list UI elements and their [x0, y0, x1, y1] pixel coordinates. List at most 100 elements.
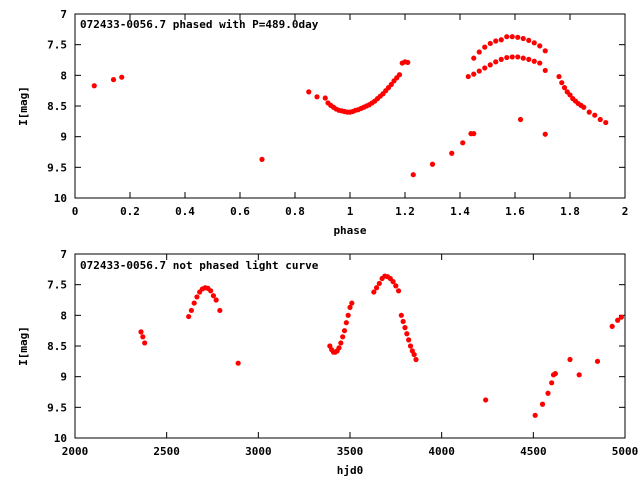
unphased-data-points: [138, 273, 624, 418]
unphased-y-tick-label: 9.5: [47, 401, 67, 414]
phased-data-point: [388, 81, 394, 88]
unphased-plot-frame: [74, 253, 626, 439]
unphased-data-point: [395, 288, 402, 294]
unphased-y-axis-label: I[mag]: [17, 326, 30, 366]
unphased-data-point: [213, 297, 219, 303]
phased-x-tick-label: 1.2: [395, 205, 415, 218]
unphased-data-point: [411, 351, 417, 358]
phased-x-axis-label: phase: [333, 224, 366, 237]
unphased-data-point: [615, 317, 621, 323]
phased-data-points: [91, 34, 609, 178]
phased-data-point: [504, 54, 510, 61]
phased-data-point: [471, 131, 477, 137]
unphased-data-point: [340, 334, 346, 340]
unphased-x-axis-label: hjd0: [337, 464, 364, 477]
unphased-data-point: [217, 307, 223, 314]
unphased-data-point: [138, 329, 144, 335]
phased-data-point: [561, 85, 568, 91]
phased-data-point: [322, 95, 328, 101]
phased-data-point: [509, 34, 515, 40]
unphased-data-point: [371, 289, 377, 295]
unphased-y-tick-label: 8: [60, 309, 67, 322]
phased-x-tick-label: 0: [72, 205, 79, 218]
phased-y-tick-label: 7.5: [47, 39, 67, 52]
phased-y-ticks: 7 7.5 8 8.5 9 9.5 10: [47, 8, 625, 205]
phased-data-point: [487, 62, 493, 68]
unphased-data-point: [393, 283, 399, 289]
unphased-chart-title: 072433-0056.7 not phased light curve: [80, 259, 319, 272]
phased-x-tick-label: 1.4: [450, 205, 470, 218]
phased-data-point: [559, 80, 565, 86]
phased-x-tick-label: 2: [622, 205, 629, 218]
phased-data-point: [498, 56, 504, 62]
unphased-data-point: [483, 397, 489, 403]
phased-data-point: [581, 104, 587, 110]
unphased-chart: 072433-0056.7 not phased light curve hjd…: [17, 248, 638, 477]
unphased-x-tick-label: 5000: [612, 445, 639, 458]
unphased-data-point: [618, 314, 624, 320]
phased-data-point: [460, 140, 466, 146]
unphased-x-tick-label: 4500: [520, 445, 547, 458]
phased-y-tick-label: 10: [54, 192, 67, 205]
unphased-data-point: [549, 380, 555, 386]
unphased-y-tick-label: 7.5: [47, 279, 67, 292]
unphased-data-point: [539, 401, 546, 407]
unphased-data-point: [406, 337, 412, 343]
unphased-data-point: [390, 279, 396, 285]
phased-data-point: [603, 119, 609, 126]
phased-data-point: [465, 73, 471, 80]
phased-data-point: [306, 89, 312, 95]
phased-x-tick-label: 0.2: [120, 205, 140, 218]
phased-data-point: [531, 58, 537, 64]
phased-data-point: [487, 40, 493, 47]
phased-data-point: [259, 156, 265, 162]
unphased-x-tick-label: 4000: [428, 445, 455, 458]
unphased-x-tick-label: 3000: [245, 445, 272, 458]
unphased-data-point: [609, 323, 615, 329]
unphased-data-point: [373, 285, 380, 291]
phased-x-ticks: 0 0.2 0.4 0.6 0.8 1 1.2 1.4 1.6 1.8 2: [72, 14, 629, 218]
phased-data-point: [531, 40, 537, 46]
phased-data-point: [542, 48, 548, 54]
phased-data-point: [482, 44, 488, 50]
unphased-x-ticks: 2000 2500 3000 3500 4000 4500 5000: [62, 254, 639, 458]
unphased-data-point: [188, 307, 195, 314]
unphased-y-tick-label: 7: [60, 248, 67, 261]
phased-data-point: [517, 116, 524, 123]
unphased-data-point: [338, 340, 344, 346]
unphased-data-point: [552, 371, 558, 377]
phased-plot-frame: [74, 13, 626, 199]
unphased-data-point: [349, 300, 355, 306]
phased-x-tick-label: 0.8: [285, 205, 305, 218]
phased-x-tick-label: 0.6: [230, 205, 250, 218]
phased-data-point: [396, 72, 403, 78]
phased-data-point: [471, 71, 477, 77]
phased-data-point: [542, 131, 548, 137]
unphased-data-point: [140, 334, 146, 340]
unphased-data-point: [576, 372, 582, 378]
phased-data-point: [314, 94, 320, 100]
phased-data-point: [586, 109, 592, 115]
phased-data-point: [429, 161, 436, 167]
unphased-data-point: [407, 343, 414, 349]
phased-data-point: [504, 34, 510, 40]
unphased-data-point: [336, 345, 342, 351]
phased-data-point: [520, 35, 526, 42]
phased-data-point: [520, 55, 526, 61]
unphased-data-point: [400, 318, 406, 325]
unphased-data-point: [191, 300, 197, 306]
unphased-data-point: [194, 294, 200, 300]
phased-y-tick-label: 8.5: [47, 100, 67, 113]
phased-data-point: [449, 150, 455, 156]
phased-x-tick-label: 1.8: [560, 205, 580, 218]
unphased-data-point: [376, 280, 382, 287]
phased-y-tick-label: 9.5: [47, 161, 67, 174]
unphased-data-point: [532, 412, 538, 418]
unphased-data-point: [398, 312, 404, 318]
phased-chart: 072433-0056.7 phased with P=489.0day pha…: [17, 8, 628, 237]
unphased-data-point: [142, 340, 148, 346]
phased-data-point: [556, 73, 562, 80]
phased-data-point: [493, 59, 499, 65]
phased-data-point: [515, 34, 521, 40]
